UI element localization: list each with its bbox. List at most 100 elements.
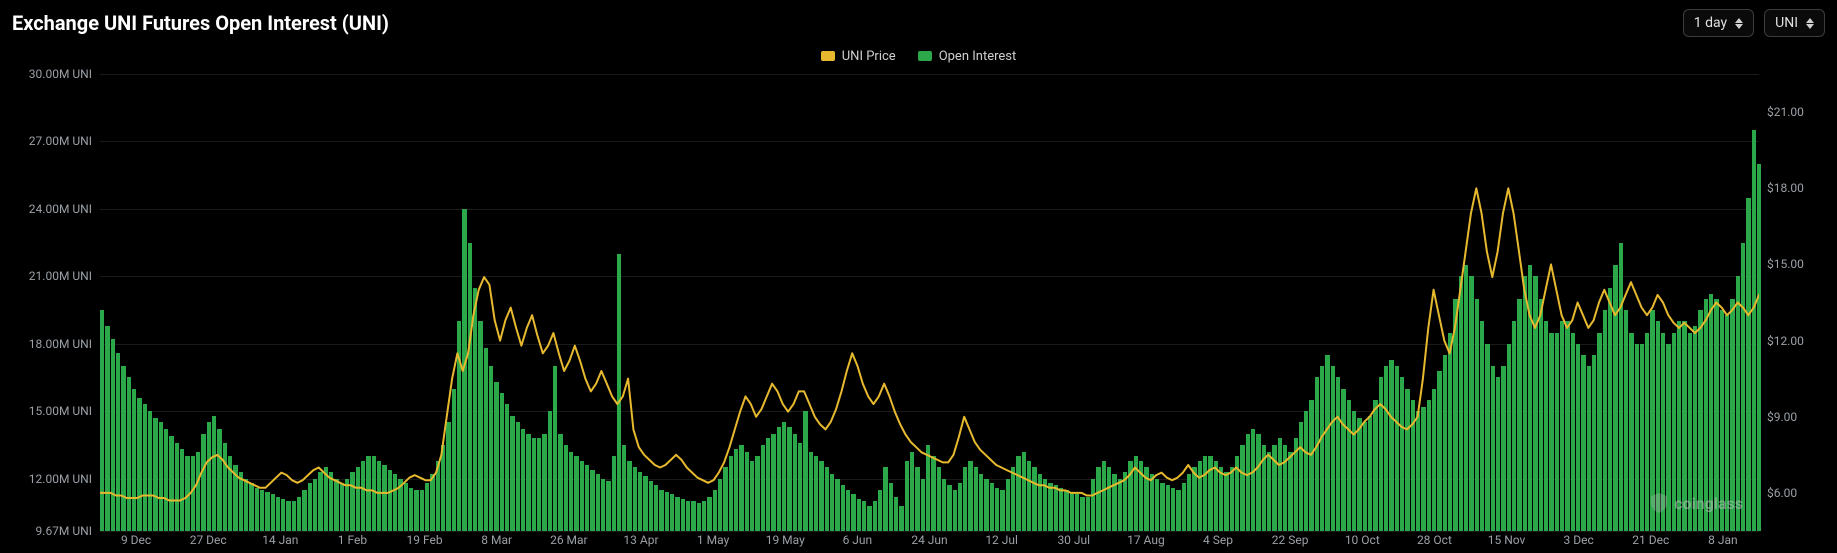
oi-bar	[1304, 411, 1308, 531]
oi-bar	[1325, 355, 1329, 531]
x-tick: 12 Jul	[985, 533, 1018, 547]
oi-bar	[1011, 467, 1015, 531]
oi-bar	[286, 501, 290, 531]
oi-bar	[441, 445, 445, 531]
y-right-tick: $18.00	[1767, 181, 1804, 195]
controls: 1 day UNI	[1683, 9, 1825, 37]
oi-bar	[606, 481, 610, 531]
oi-bar	[537, 438, 541, 531]
oi-bar	[1608, 288, 1612, 531]
y-left-tick: 21.00M UNI	[29, 269, 92, 283]
oi-bar	[1262, 445, 1266, 531]
oi-bar	[1123, 472, 1127, 531]
oi-bar	[755, 456, 759, 531]
oi-bar	[1533, 276, 1537, 531]
oi-bar	[1555, 333, 1559, 531]
chart-title: Exchange UNI Futures Open Interest (UNI)	[12, 11, 389, 35]
oi-bar	[627, 461, 631, 531]
oi-bar	[942, 479, 946, 531]
oi-bar	[1192, 467, 1196, 531]
x-tick: 27 Dec	[190, 533, 227, 547]
oi-bar	[281, 499, 285, 531]
y-right-tick: $9.00	[1767, 410, 1797, 424]
oi-bar	[1666, 344, 1670, 531]
oi-bar	[132, 389, 136, 531]
oi-bar	[143, 404, 147, 531]
oi-bar	[569, 452, 573, 531]
oi-bar	[814, 456, 818, 531]
legend-item-oi[interactable]: Open Interest	[918, 49, 1017, 64]
oi-bar	[1331, 366, 1335, 531]
oi-bar	[1182, 483, 1186, 531]
timeframe-dropdown[interactable]: 1 day	[1683, 9, 1754, 37]
oi-bar	[1395, 366, 1399, 531]
oi-bar	[436, 461, 440, 531]
plot-area[interactable]: 9 Dec27 Dec14 Jan1 Feb19 Feb8 Mar26 Mar1…	[100, 74, 1759, 553]
oi-bar	[1048, 483, 1052, 531]
oi-bar	[1267, 452, 1271, 531]
oi-bar	[185, 456, 189, 531]
oi-bar	[1693, 326, 1697, 531]
oi-bar	[233, 465, 237, 531]
oi-bar	[883, 467, 887, 531]
oi-bar	[548, 411, 552, 531]
x-tick: 21 Dec	[1632, 533, 1669, 547]
x-axis: 9 Dec27 Dec14 Jan1 Feb19 Feb8 Mar26 Mar1…	[100, 533, 1759, 553]
oi-bar	[1432, 389, 1436, 531]
oi-bar	[1208, 456, 1212, 531]
x-tick: 6 Jun	[843, 533, 873, 547]
oi-bar	[1384, 366, 1388, 531]
oi-bar	[1086, 497, 1090, 531]
oi-bar	[361, 461, 365, 531]
oi-bar	[1336, 377, 1340, 531]
oi-bar	[707, 497, 711, 531]
oi-bar	[761, 445, 765, 531]
oi-bar	[1650, 310, 1654, 531]
oi-bar	[175, 443, 179, 531]
oi-bar	[1341, 389, 1345, 531]
oi-bar	[1661, 333, 1665, 531]
oi-bar	[265, 492, 269, 531]
oi-bar	[1070, 492, 1074, 531]
oi-bar	[127, 377, 131, 531]
y-right-tick: $15.00	[1767, 257, 1804, 271]
oi-bar	[1730, 299, 1734, 531]
oi-bar	[468, 243, 472, 531]
unit-dropdown[interactable]: UNI	[1764, 9, 1825, 37]
oi-bar	[1523, 276, 1527, 531]
y-axis-left: 30.00M UNI27.00M UNI24.00M UNI21.00M UNI…	[8, 74, 100, 553]
oi-bar	[1752, 130, 1756, 531]
unit-label: UNI	[1775, 15, 1798, 31]
oi-bar	[1075, 494, 1079, 531]
oi-bar	[249, 483, 253, 531]
oi-bar	[196, 452, 200, 531]
oi-bar	[915, 467, 919, 531]
oi-bar	[1629, 333, 1633, 531]
oi-bar	[260, 490, 264, 531]
oi-bar	[1059, 488, 1063, 531]
oi-bar	[1054, 485, 1058, 531]
oi-bar	[1640, 344, 1644, 531]
oi-bar	[340, 483, 344, 531]
oi-bar	[526, 434, 530, 531]
oi-bar	[803, 411, 807, 531]
oi-bar	[334, 479, 338, 531]
oi-bar	[979, 474, 983, 531]
oi-bar	[1464, 265, 1468, 531]
oi-bar	[345, 479, 349, 531]
oi-bar	[963, 467, 967, 531]
oi-bar	[1272, 445, 1276, 531]
oi-bar	[1155, 479, 1159, 531]
oi-bar	[239, 472, 243, 531]
timeframe-label: 1 day	[1694, 15, 1727, 31]
oi-bar	[324, 467, 328, 531]
oi-bar	[1320, 366, 1324, 531]
oi-bar	[318, 472, 322, 531]
legend-item-price[interactable]: UNI Price	[821, 49, 896, 64]
oi-bar	[809, 452, 813, 531]
oi-bar	[1592, 355, 1596, 531]
oi-bar	[1379, 377, 1383, 531]
oi-bar	[1187, 474, 1191, 531]
oi-bar	[223, 443, 227, 531]
oi-bar	[1741, 243, 1745, 531]
